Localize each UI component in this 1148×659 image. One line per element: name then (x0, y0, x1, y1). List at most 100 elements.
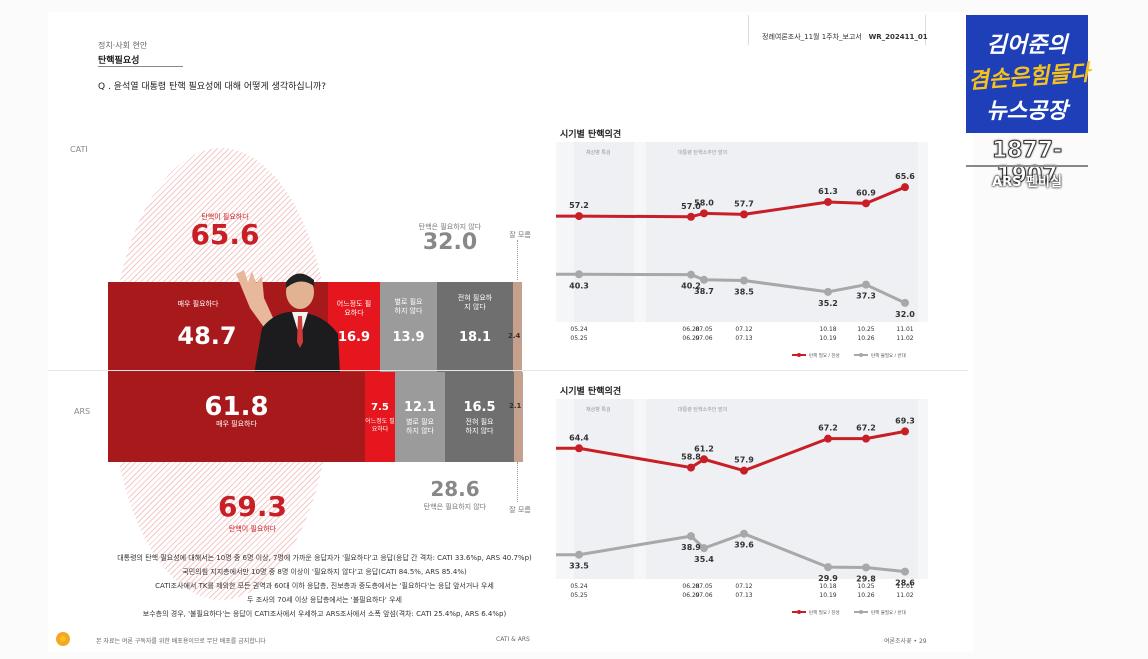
segment-label: 전혀 필요하지 않다 (457, 294, 493, 311)
x-tick-label: 06.29 (682, 592, 699, 599)
x-tick-label: 07.05 (695, 583, 712, 590)
data-label: 58.8 (681, 453, 701, 462)
x-tick-label: 11.02 (896, 592, 913, 599)
data-point (687, 463, 695, 472)
ars-dont-know-label: 잘 모름 (509, 506, 531, 514)
survey-question: Q . 윤석열 대통령 탄핵 필요성에 대해 어떻게 생각하십니까? (98, 82, 327, 92)
band-label: 채상병 특검 (586, 149, 611, 156)
legend-marker (797, 610, 801, 614)
data-label: 57.2 (569, 201, 589, 210)
ars-noneed-total: 28.6 (430, 477, 480, 501)
data-label: 65.6 (895, 172, 915, 181)
segment-value: 16.5 (463, 400, 496, 415)
data-label: 67.2 (856, 424, 876, 433)
ars-segment-not-much: 12.1 별로 필요하지 않다 (395, 372, 445, 462)
logo-line2: 겸손은힘들다 (967, 60, 1091, 95)
series-line (556, 532, 906, 574)
data-label: 38.9 (681, 543, 701, 552)
data-label: 33.5 (569, 562, 589, 571)
ars-segment-not-at-all: 16.5 전혀 필요하지 않다 (445, 372, 514, 462)
segment-value: 13.9 (392, 330, 425, 345)
note-line: 국민의힘 지지층에서만 10명 중 8명 이상이 '필요하지 않다'고 응답(C… (182, 568, 467, 576)
x-tick-label: 10.25 (857, 326, 874, 333)
ars-need-total: 69.3 (217, 490, 288, 523)
data-point (740, 210, 748, 219)
ars-stacked-bar: 61.8 매우 필요하다 7.5 어느정도 필요하다 12.1 별로 필요하지 … (108, 372, 523, 462)
series-line (556, 272, 906, 305)
band-label: 대통령 탄핵소추안 발의 (678, 149, 727, 156)
logo-line3: 뉴스공장 (986, 99, 1068, 124)
logo-line1: 김어준의 (986, 33, 1068, 58)
data-label: 40.2 (681, 282, 701, 291)
data-point (740, 466, 748, 475)
x-tick-label: 06.28 (682, 583, 699, 590)
x-tick-label: 06.29 (682, 335, 699, 342)
x-tick-label: 06.28 (682, 326, 699, 333)
data-point (862, 434, 870, 443)
segment-label: 어느정도 필요하다 (336, 300, 372, 317)
segment-label: 전혀 필요하지 않다 (465, 418, 494, 435)
data-point (687, 212, 695, 221)
x-tick-label: 07.13 (735, 335, 752, 342)
data-point (575, 212, 583, 221)
x-tick-label: 07.12 (735, 583, 752, 590)
data-label: 35.2 (818, 299, 838, 308)
segment-value: 16.9 (337, 330, 371, 345)
cati-segment-not-at-all: 전혀 필요하지 않다 18.1 (437, 282, 513, 372)
x-tick-label: 05.24 (570, 583, 587, 590)
ars-segment-some-need: 7.5 어느정도 필요하다 (365, 372, 395, 462)
segment-label: 별로 필요하지 않다 (406, 418, 434, 435)
header-divider (925, 15, 926, 45)
analysis-notes: 대통령의 탄핵 필요성에 대해서는 10명 중 6명 이상, 7명에 가까운 응… (112, 551, 537, 621)
data-label: 61.2 (694, 444, 714, 453)
leader-line (517, 462, 518, 502)
segment-value: 48.7 (177, 322, 237, 350)
x-tick-label: 10.25 (857, 583, 874, 590)
data-label: 57.9 (734, 456, 754, 465)
data-label: 38.5 (734, 288, 754, 297)
cati-noneed-total: 32.0 (422, 230, 478, 255)
legend-marker (859, 610, 863, 614)
data-point (700, 455, 708, 464)
event-band (574, 399, 634, 579)
x-tick-label: 05.25 (570, 335, 587, 342)
data-point (901, 567, 909, 576)
data-label: 35.4 (694, 555, 714, 564)
ars-caption: ARS 펜비실 (992, 175, 1062, 190)
segment-label: 매우 필요하다 (216, 420, 257, 428)
cati-segment-some-need: 어느정도 필요하다 16.9 (328, 282, 380, 372)
row-divider (48, 370, 968, 371)
cati-need-total: 65.6 (190, 218, 260, 251)
cati-segment-dont-know (513, 282, 522, 372)
data-point (901, 427, 909, 436)
phone-underline (966, 165, 1088, 167)
x-tick-label: 07.13 (735, 592, 752, 599)
data-point (824, 563, 832, 572)
legend-label: 탄핵 불필요 / 반대 (871, 352, 906, 359)
leader-line (517, 240, 518, 280)
x-tick-label: 10.26 (857, 592, 874, 599)
x-tick-label: 11.01 (896, 583, 913, 590)
data-label: 57.0 (681, 202, 701, 211)
data-point (740, 276, 748, 285)
data-label: 37.3 (856, 292, 876, 301)
ars-dont-know-value: 2.1 (509, 402, 522, 410)
data-point (862, 199, 870, 208)
data-point (575, 270, 583, 279)
x-tick-label: 10.18 (819, 583, 836, 590)
ars-label: ARS (74, 407, 91, 416)
data-point (824, 434, 832, 443)
data-point (575, 550, 583, 559)
section-category: 정치·사회 현안 (98, 41, 148, 50)
cati-segment-not-much: 별로 필요하지 않다 13.9 (380, 282, 437, 372)
cati-dont-know-label: 잘 모름 (509, 231, 531, 239)
flower-logo-icon (56, 632, 70, 646)
footer-disclaimer: 본 자료는 여론 구독자를 위한 배포용이므로 무단 배포를 금지합니다 (96, 638, 266, 645)
data-label: 32.0 (895, 310, 915, 319)
data-label: 40.3 (569, 281, 589, 290)
x-tick-label: 05.25 (570, 592, 587, 599)
event-band (574, 142, 634, 322)
footer-center: CATI & ARS (496, 636, 530, 643)
band-label: 채상병 특검 (586, 406, 611, 413)
